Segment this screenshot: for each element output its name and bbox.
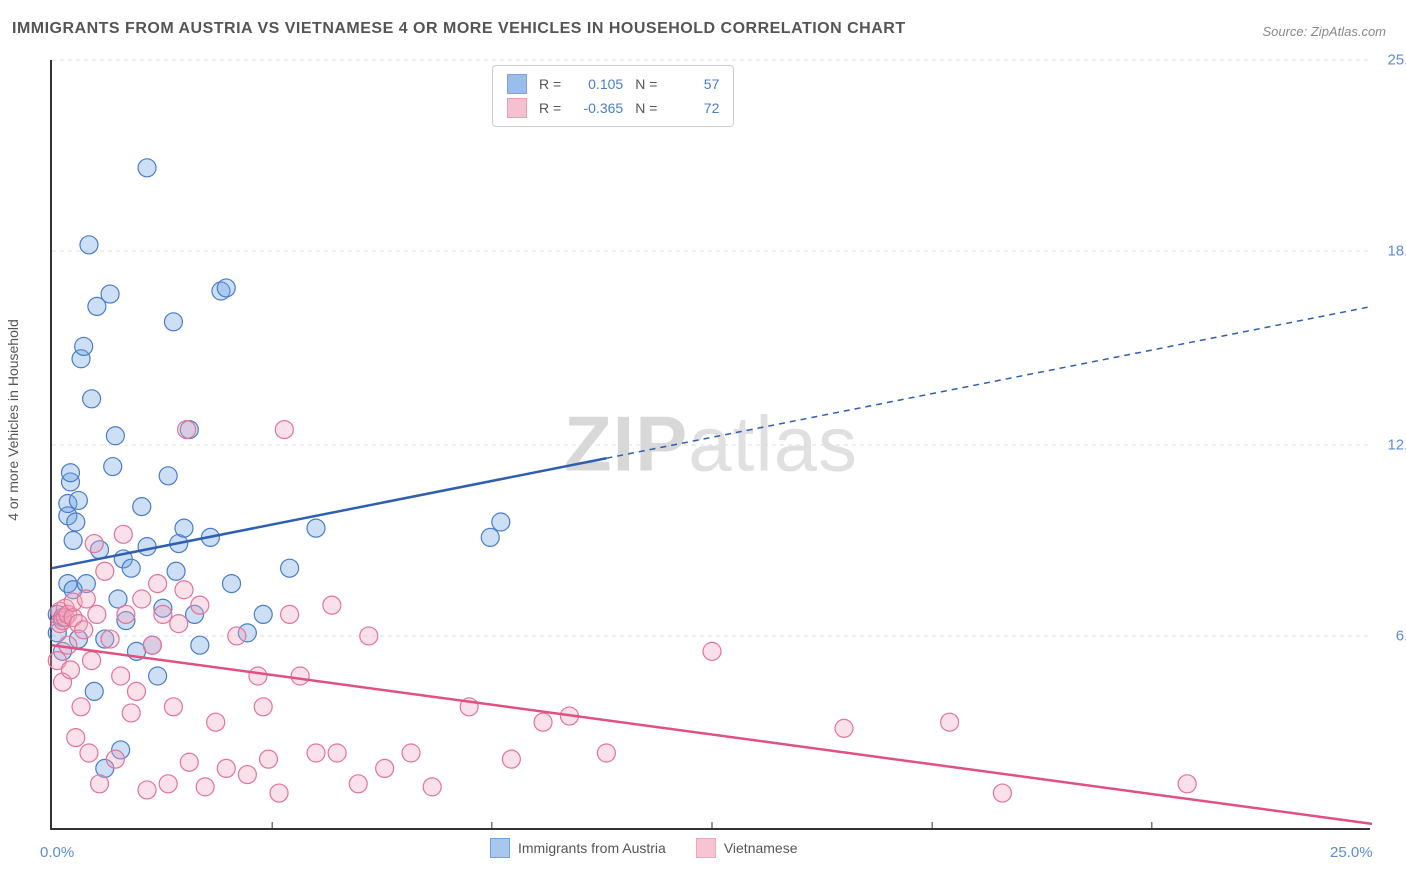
x-tick-label: 25.0% xyxy=(1330,844,1373,861)
y-tick-label: 18.8% xyxy=(1387,242,1406,259)
legend-swatch-austria xyxy=(490,838,510,858)
n-value-vietnamese: 72 xyxy=(669,100,719,116)
series-legend: Immigrants from Austria Vietnamese xyxy=(490,838,798,858)
legend-item-vietnamese: Vietnamese xyxy=(696,838,798,858)
legend-row-vietnamese: R = -0.365 N = 72 xyxy=(507,96,719,120)
scatter-svg xyxy=(52,60,1370,828)
chart-title: IMMIGRANTS FROM AUSTRIA VS VIETNAMESE 4 … xyxy=(12,20,906,38)
source-attribution: Source: ZipAtlas.com xyxy=(1262,24,1386,39)
legend-swatch-vietnamese xyxy=(507,98,527,118)
y-axis-title: 4 or more Vehicles in Household xyxy=(5,319,21,521)
n-label: N = xyxy=(635,100,657,116)
correlation-legend: R = 0.105 N = 57 R = -0.365 N = 72 xyxy=(492,65,734,127)
y-tick-label: 12.5% xyxy=(1387,437,1406,454)
legend-label-austria: Immigrants from Austria xyxy=(518,840,666,856)
legend-swatch-austria xyxy=(507,74,527,94)
n-label: N = xyxy=(635,76,657,92)
legend-label-vietnamese: Vietnamese xyxy=(724,840,798,856)
r-value-vietnamese: -0.365 xyxy=(573,100,623,116)
correlation-chart: IMMIGRANTS FROM AUSTRIA VS VIETNAMESE 4 … xyxy=(0,0,1406,892)
r-value-austria: 0.105 xyxy=(573,76,623,92)
y-tick-label: 6.3% xyxy=(1396,627,1406,644)
legend-item-austria: Immigrants from Austria xyxy=(490,838,666,858)
x-tick-label: 0.0% xyxy=(40,844,74,861)
legend-swatch-vietnamese xyxy=(696,838,716,858)
legend-row-austria: R = 0.105 N = 57 xyxy=(507,72,719,96)
n-value-austria: 57 xyxy=(669,76,719,92)
r-label: R = xyxy=(539,76,561,92)
y-tick-label: 25.0% xyxy=(1387,52,1406,69)
plot-area: ZIPatlas R = 0.105 N = 57 R = -0.365 N =… xyxy=(50,60,1370,830)
r-label: R = xyxy=(539,100,561,116)
